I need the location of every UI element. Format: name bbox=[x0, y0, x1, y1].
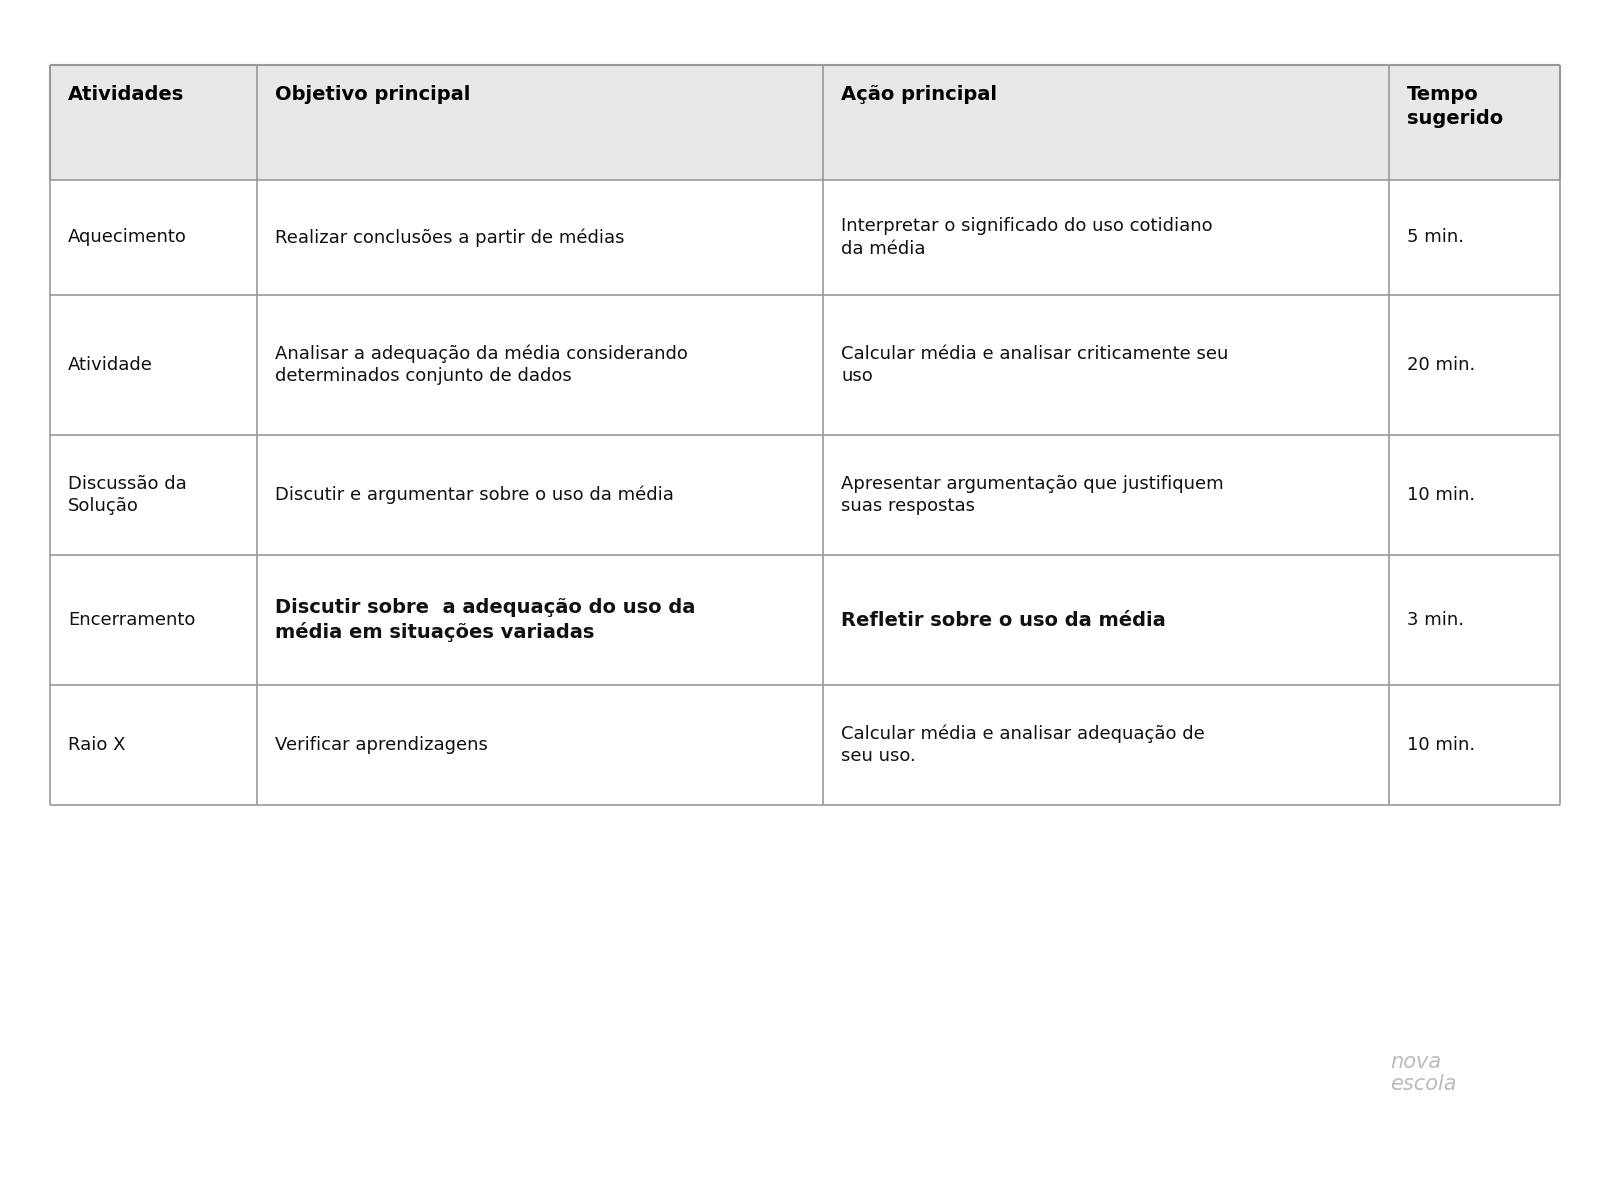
Text: 5 min.: 5 min. bbox=[1408, 228, 1464, 246]
Text: 3 min.: 3 min. bbox=[1408, 611, 1464, 629]
Text: Objetivo principal: Objetivo principal bbox=[275, 85, 470, 104]
Text: Raio X: Raio X bbox=[67, 736, 125, 754]
Bar bbox=[50, 685, 1560, 805]
Text: escola: escola bbox=[1390, 1074, 1456, 1094]
Bar bbox=[50, 180, 1560, 295]
Text: Aquecimento: Aquecimento bbox=[67, 228, 187, 246]
Bar bbox=[50, 554, 1560, 685]
Text: 10 min.: 10 min. bbox=[1408, 486, 1475, 504]
Text: 10 min.: 10 min. bbox=[1408, 736, 1475, 754]
Text: Calcular média e analisar criticamente seu
uso: Calcular média e analisar criticamente s… bbox=[842, 344, 1229, 385]
Text: nova: nova bbox=[1390, 1052, 1442, 1072]
Text: Atividades: Atividades bbox=[67, 85, 184, 104]
Bar bbox=[50, 65, 1560, 180]
Text: Apresentar argumentação que justifiquem
suas respostas: Apresentar argumentação que justifiquem … bbox=[842, 475, 1224, 515]
Text: Discussão da
Solução: Discussão da Solução bbox=[67, 475, 187, 515]
Text: Atividade: Atividade bbox=[67, 356, 154, 374]
Text: Realizar conclusões a partir de médias: Realizar conclusões a partir de médias bbox=[275, 228, 624, 247]
Text: Analisar a adequação da média considerando
determinados conjunto de dados: Analisar a adequação da média consideran… bbox=[275, 344, 688, 385]
Bar bbox=[50, 295, 1560, 434]
Text: Discutir sobre  a adequação do uso da
média em situações variadas: Discutir sobre a adequação do uso da méd… bbox=[275, 598, 696, 642]
Text: Verificar aprendizagens: Verificar aprendizagens bbox=[275, 736, 488, 754]
Text: Encerramento: Encerramento bbox=[67, 611, 195, 629]
Text: Interpretar o significado do uso cotidiano
da média: Interpretar o significado do uso cotidia… bbox=[842, 217, 1213, 258]
Text: Discutir e argumentar sobre o uso da média: Discutir e argumentar sobre o uso da méd… bbox=[275, 486, 674, 504]
Bar bbox=[50, 434, 1560, 554]
Text: Tempo
sugerido: Tempo sugerido bbox=[1408, 85, 1504, 127]
Text: 20 min.: 20 min. bbox=[1408, 356, 1475, 374]
Text: Calcular média e analisar adequação de
seu uso.: Calcular média e analisar adequação de s… bbox=[842, 725, 1205, 766]
Text: Ação principal: Ação principal bbox=[842, 85, 997, 104]
Text: Refletir sobre o uso da média: Refletir sobre o uso da média bbox=[842, 611, 1166, 630]
